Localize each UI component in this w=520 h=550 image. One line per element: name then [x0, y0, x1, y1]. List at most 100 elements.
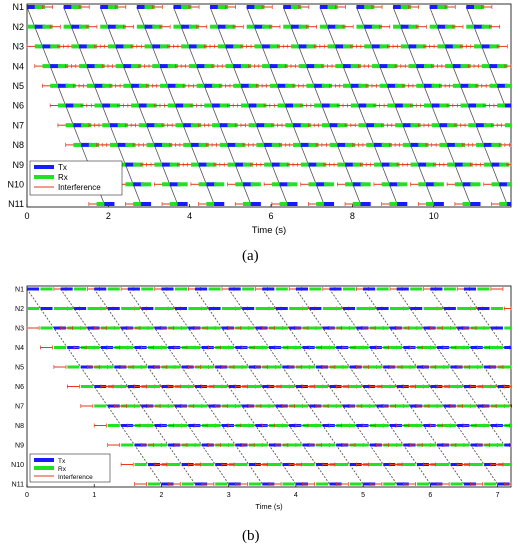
rx-bar — [504, 463, 511, 466]
rx-bar — [477, 326, 490, 330]
rx-bar — [342, 385, 356, 388]
rx-bar — [416, 482, 429, 486]
rx-bar — [390, 404, 403, 408]
tx-bar — [437, 24, 448, 29]
tx-bar — [316, 365, 329, 369]
rx-bar — [87, 346, 100, 349]
node-label: N4 — [15, 345, 24, 352]
rx-bar — [450, 385, 463, 388]
tx-bar — [319, 5, 331, 9]
tx-bar — [144, 24, 155, 29]
rx-bar — [308, 142, 319, 147]
rx-bar — [141, 385, 154, 388]
tx-bar — [300, 142, 311, 147]
node-label: N7 — [12, 120, 24, 130]
tx-bar — [289, 424, 302, 427]
rx-bar — [67, 326, 80, 330]
rx-bar — [373, 162, 385, 167]
node-label: N5 — [15, 364, 24, 371]
tx-bar — [396, 385, 409, 388]
tx-bar — [383, 365, 396, 369]
tx-bar — [74, 307, 87, 310]
rx-bar — [277, 103, 288, 108]
tx-bar — [81, 142, 92, 147]
rx-bar — [468, 123, 479, 128]
rx-bar — [396, 404, 409, 408]
rx-bar — [167, 103, 178, 108]
tx-bar — [403, 346, 416, 349]
tx-bar — [86, 64, 97, 69]
rx-bar — [497, 103, 508, 108]
rx-bar — [154, 162, 165, 167]
rx-bar — [425, 162, 437, 167]
rx-bar — [71, 44, 82, 49]
rx-bar — [410, 326, 423, 330]
tx-bar — [148, 463, 161, 466]
tx-bar — [356, 424, 369, 427]
rx-bar — [363, 463, 376, 466]
rx-bar — [88, 142, 99, 147]
tx-bar — [154, 142, 165, 147]
tx-bar — [282, 463, 295, 466]
rx-bar — [302, 424, 315, 427]
tx-bar — [425, 182, 437, 187]
rx-bar — [27, 307, 40, 310]
rx-bar — [356, 307, 369, 310]
node-label: N2 — [15, 306, 24, 313]
tx-bar — [383, 463, 396, 466]
tx-bar — [136, 5, 147, 9]
rx-bar — [336, 326, 349, 330]
tx-bar — [504, 443, 511, 447]
tx-bar — [499, 182, 510, 187]
rx-bar — [221, 346, 235, 349]
tx-bar — [140, 202, 152, 206]
tx-bar — [102, 103, 113, 108]
tx-bar — [262, 385, 275, 388]
rx-bar — [476, 142, 487, 147]
tx-bar — [430, 385, 443, 388]
rx-bar — [387, 64, 398, 69]
tx-bar — [290, 24, 302, 29]
rx-bar — [290, 5, 302, 9]
rx-bar — [255, 443, 268, 447]
tx-bar — [349, 463, 362, 466]
rx-bar — [121, 443, 134, 447]
tx-bar — [212, 103, 223, 108]
rx-bar — [168, 424, 181, 427]
rx-bar — [329, 103, 340, 108]
tx-bar — [470, 202, 481, 206]
rx-bar — [395, 83, 406, 88]
rx-bar — [262, 307, 275, 310]
tx-bar — [430, 482, 443, 486]
rx-bar — [430, 307, 443, 310]
rx-bar — [358, 123, 369, 128]
rx-bar — [235, 326, 248, 330]
tx-bar — [146, 123, 157, 128]
tx-bar — [302, 443, 315, 447]
tx-bar — [298, 44, 309, 49]
rx-bar — [248, 443, 261, 447]
rx-bar — [511, 424, 512, 427]
tx-bar — [387, 83, 398, 88]
rx-bar — [80, 385, 93, 388]
rx-bar — [393, 24, 404, 29]
rx-bar — [174, 326, 187, 330]
rx-bar — [134, 463, 147, 466]
tx-bar — [308, 162, 319, 167]
rx-bar — [499, 162, 510, 167]
tx-bar — [53, 326, 66, 330]
rx-bar — [117, 162, 128, 167]
tx-bar — [470, 443, 483, 447]
tx-bar — [337, 142, 348, 147]
rx-bar — [256, 142, 267, 147]
tx-bar — [342, 307, 356, 310]
rx-bar — [369, 463, 382, 466]
tx-bar — [195, 385, 208, 388]
rx-bar — [271, 142, 283, 147]
rx-bar — [255, 346, 268, 349]
rx-bar — [159, 44, 171, 49]
rx-bar — [262, 365, 275, 369]
rx-bar — [282, 482, 295, 486]
tx-bar — [71, 24, 82, 29]
rx-bar — [100, 326, 114, 330]
